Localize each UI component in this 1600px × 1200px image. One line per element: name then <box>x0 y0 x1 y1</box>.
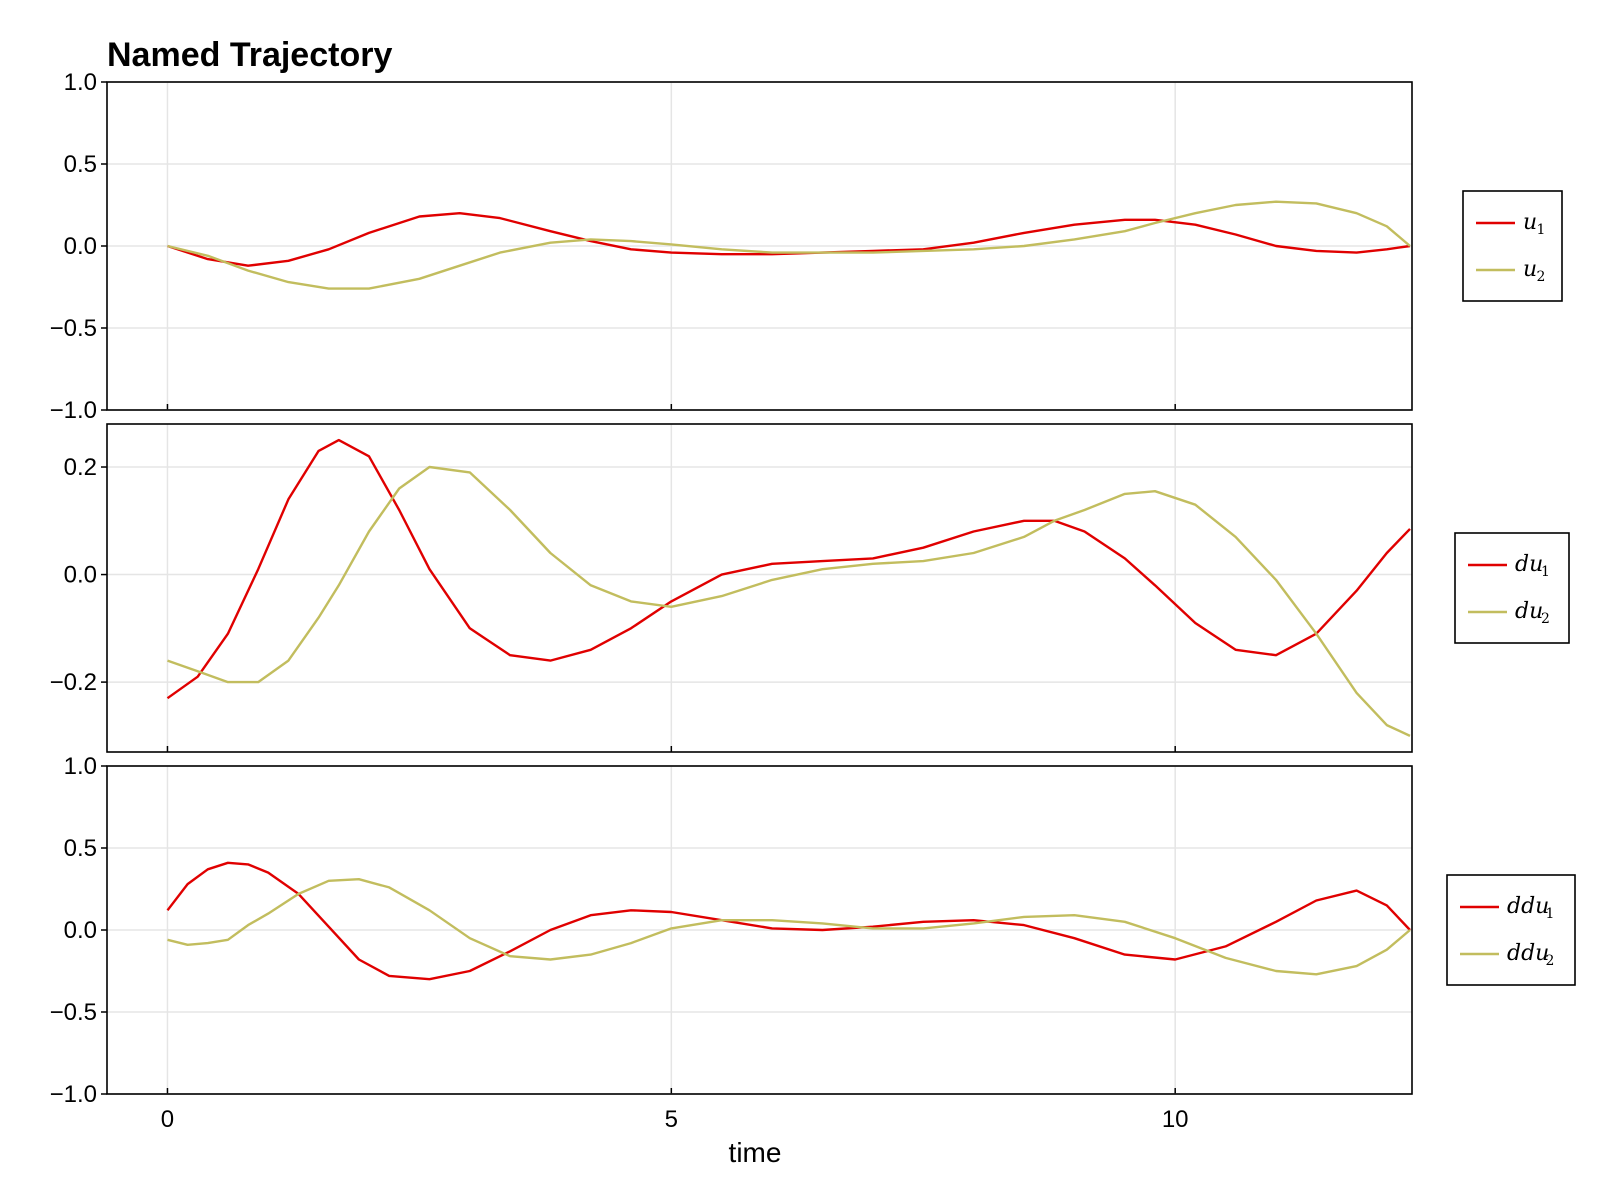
legend-label-subscript: 1 <box>1546 906 1555 922</box>
series-line-du2 <box>167 465 1411 737</box>
x-tick-label: 0 <box>161 1106 174 1133</box>
y-tick-label: 0.0 <box>64 917 97 944</box>
legend-box <box>1454 532 1570 644</box>
y-tick-label: 0.5 <box>64 151 97 178</box>
y-tick-label: 0.0 <box>64 562 97 589</box>
y-tick-label: −0.5 <box>50 999 97 1026</box>
y-tick-label: 0.0 <box>64 233 97 260</box>
panel-frame <box>106 765 1413 1095</box>
series-line-u1 <box>167 211 1411 267</box>
panel-frame <box>106 81 1413 411</box>
legend-label: du <box>1515 599 1543 624</box>
panel-u: 1.00.50.0−0.5−1.0u 1u 2 <box>50 69 1563 424</box>
legend-label-subscript: 1 <box>1537 222 1546 238</box>
legend-box <box>1462 190 1563 302</box>
legend-label: ddu <box>1507 941 1549 966</box>
y-tick-label: −1.0 <box>50 1081 97 1108</box>
x-tick-label: 10 <box>1162 1106 1189 1133</box>
y-tick-label: −1.0 <box>50 397 97 424</box>
x-axis-label: time <box>729 1137 782 1168</box>
legend-u: u 1u 2 <box>1462 190 1563 302</box>
legend-label: u <box>1523 257 1537 282</box>
legend-label-subscript: 1 <box>1541 564 1550 580</box>
panel-frame <box>106 423 1413 753</box>
series-line-u2 <box>167 200 1411 290</box>
legend-label: u <box>1523 210 1537 235</box>
series-line-ddu2 <box>167 878 1411 976</box>
legend-label-subscript: 2 <box>1546 953 1555 969</box>
legend-label: ddu <box>1507 894 1549 919</box>
legend-box <box>1446 874 1576 986</box>
x-tick-label: 5 <box>665 1106 678 1133</box>
y-tick-label: 1.0 <box>64 69 97 96</box>
chart-title: Named Trajectory <box>107 36 392 74</box>
y-tick-label: 0.5 <box>64 835 97 862</box>
series-line-du1 <box>166 438 1411 700</box>
legend-label-subscript: 2 <box>1541 611 1550 627</box>
chart-panels: 1.00.50.0−0.5−1.0u 1u 20.20.0−0.2du1du21.0… <box>50 69 1576 1133</box>
legend-label: du <box>1515 552 1543 577</box>
y-tick-label: 0.2 <box>64 454 97 481</box>
y-tick-label: −0.5 <box>50 315 97 342</box>
y-tick-label: 1.0 <box>64 753 97 780</box>
y-tick-label: −0.2 <box>50 669 97 696</box>
legend-label-subscript: 2 <box>1537 269 1546 285</box>
